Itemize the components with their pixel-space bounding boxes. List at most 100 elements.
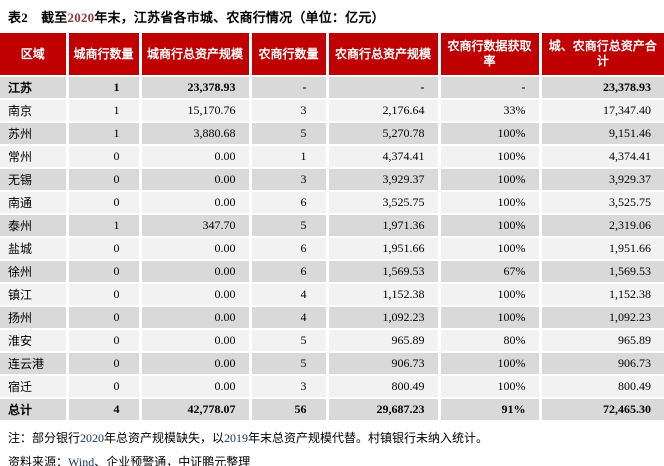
value-cell: 4 <box>67 398 142 422</box>
header-cell: 农商行数据获取率 <box>439 33 542 77</box>
text-segment: 年末，江苏省各市城、农商行情况（单位：亿元） <box>94 10 385 25</box>
value-cell: 9,151.46 <box>540 122 664 146</box>
value-cell: 1 <box>67 76 142 100</box>
value-cell: 1,152.38 <box>327 283 441 307</box>
value-cell: 1,152.38 <box>540 283 664 307</box>
table-notes: 注：部分银行2020年总资产规模缺失，以2019年末总资产规模代替。村镇银行未纳… <box>0 422 664 466</box>
value-cell: 1 <box>67 122 142 146</box>
value-cell: 800.49 <box>540 375 664 399</box>
value-cell: 1,971.36 <box>327 214 441 238</box>
value-cell: 15,170.76 <box>140 99 252 123</box>
value-cell: 0.00 <box>140 375 252 399</box>
value-cell: 0.00 <box>140 145 252 169</box>
data-table: 区域 城商行数量 城商行总资产规模 农商行数量 农商行总资产规模 农商行数据获取率 城、农商… <box>0 33 664 422</box>
value-cell: 33% <box>439 99 542 123</box>
value-cell: 23,378.93 <box>540 76 664 100</box>
region-cell: 盐城 <box>0 237 69 261</box>
value-cell: 965.89 <box>540 329 664 353</box>
value-cell: 100% <box>439 306 542 330</box>
value-cell: 0.00 <box>140 352 252 376</box>
value-cell: 42,778.07 <box>140 398 252 422</box>
value-cell: 100% <box>439 352 542 376</box>
table-row: 淮安 0 0.00 5 965.89 80% 965.89 <box>0 329 664 353</box>
value-cell: 0 <box>67 191 142 215</box>
table-row: 南京 1 15,170.76 3 2,176.64 33% 17,347.40 <box>0 99 664 123</box>
value-cell: 17,347.40 <box>540 99 664 123</box>
value-cell: 1 <box>67 99 142 123</box>
table-note: 注：部分银行2020年总资产规模缺失，以2019年末总资产规模代替。村镇银行未纳… <box>8 430 656 446</box>
value-cell: 5 <box>250 352 329 376</box>
value-cell: 29,687.23 <box>327 398 441 422</box>
value-cell: - <box>327 76 441 100</box>
region-cell: 苏州 <box>0 122 69 146</box>
table-source: 资料来源：Wind、企业预警通，中证鹏元整理 <box>8 454 656 466</box>
value-cell: 0 <box>67 306 142 330</box>
table-row: 宿迁 0 0.00 3 800.49 100% 800.49 <box>0 375 664 399</box>
value-cell: 2,176.64 <box>327 99 441 123</box>
value-cell: 100% <box>439 283 542 307</box>
value-cell: 347.70 <box>140 214 252 238</box>
value-cell: 906.73 <box>540 352 664 376</box>
table-title: 表2 截至2020年末，江苏省各市城、农商行情况（单位：亿元） <box>0 5 664 33</box>
value-cell: 5 <box>250 214 329 238</box>
value-cell: 0 <box>67 168 142 192</box>
table-row: 南通 0 0.00 6 3,525.75 100% 3,525.75 <box>0 191 664 215</box>
region-cell: 镇江 <box>0 283 69 307</box>
region-cell: 徐州 <box>0 260 69 284</box>
value-cell: 3,525.75 <box>327 191 441 215</box>
value-cell: 1,092.23 <box>540 306 664 330</box>
value-cell: 0.00 <box>140 306 252 330</box>
table-row: 江苏 1 23,378.93- - -23,378.93 <box>0 76 664 100</box>
value-cell: 100% <box>439 237 542 261</box>
value-cell: 4,374.41 <box>540 145 664 169</box>
region-cell: 连云港 <box>0 352 69 376</box>
value-cell: 100% <box>439 168 542 192</box>
value-cell: 965.89 <box>327 329 441 353</box>
value-cell: 0.00 <box>140 191 252 215</box>
region-cell: 常州 <box>0 145 69 169</box>
value-cell: 3 <box>250 375 329 399</box>
region-cell: 淮安 <box>0 329 69 353</box>
text-segment: 、企业预警通，中证鹏元整理 <box>94 455 251 466</box>
value-cell: 3,525.75 <box>540 191 664 215</box>
region-cell: 无锡 <box>0 168 69 192</box>
header-cell: 城商行数量 <box>67 33 142 77</box>
header-cell: 农商行总资产规模 <box>327 33 441 77</box>
region-cell: 南通 <box>0 191 69 215</box>
value-cell: 5 <box>250 122 329 146</box>
value-cell: 0 <box>67 260 142 284</box>
text-segment: 年总资产规模缺失，以 <box>104 431 225 445</box>
table-row: 盐城 0 0.00 6 1,951.66 100% 1,951.66 <box>0 237 664 261</box>
value-cell: 100% <box>439 145 542 169</box>
value-cell: 0.00 <box>140 283 252 307</box>
value-cell: 5 <box>250 329 329 353</box>
value-cell: 91% <box>439 398 542 422</box>
value-cell: 0.00 <box>140 237 252 261</box>
table-row: 无锡 0 0.00 3 3,929.37 100% 3,929.37 <box>0 168 664 192</box>
value-cell: - <box>250 76 329 100</box>
table-row: 扬州 0 0.00 4 1,092.23 100% 1,092.23 <box>0 306 664 330</box>
value-cell: 6 <box>250 191 329 215</box>
value-cell: 0 <box>67 283 142 307</box>
region-cell: 总计 <box>0 398 69 422</box>
table-row: 泰州 1 347.70 5 1,971.36 100% 2,319.06 <box>0 214 664 238</box>
value-cell: 80% <box>439 329 542 353</box>
region-cell: 南京 <box>0 99 69 123</box>
text-segment: 表2 截至 <box>8 10 68 25</box>
value-cell: 100% <box>439 191 542 215</box>
value-cell: 4,374.41 <box>327 145 441 169</box>
text-segment: 资料来源： <box>8 455 69 466</box>
value-cell: 1 <box>67 214 142 238</box>
table-row: 连云港 0 0.00 5 906.73 100% 906.73 <box>0 352 664 376</box>
region-cell: 泰州 <box>0 214 69 238</box>
text-segment: 2019 <box>224 431 249 445</box>
value-cell: 0 <box>67 145 142 169</box>
value-cell: 0 <box>67 375 142 399</box>
value-cell: 0.00 <box>140 260 252 284</box>
table-row: 镇江 0 0.00 4 1,152.38 100% 1,152.38 <box>0 283 664 307</box>
region-cell: 江苏 <box>0 76 69 100</box>
value-cell: 3,929.37 <box>327 168 441 192</box>
value-cell: 0.00 <box>140 168 252 192</box>
text-segment: 注：部分银行 <box>8 431 81 445</box>
